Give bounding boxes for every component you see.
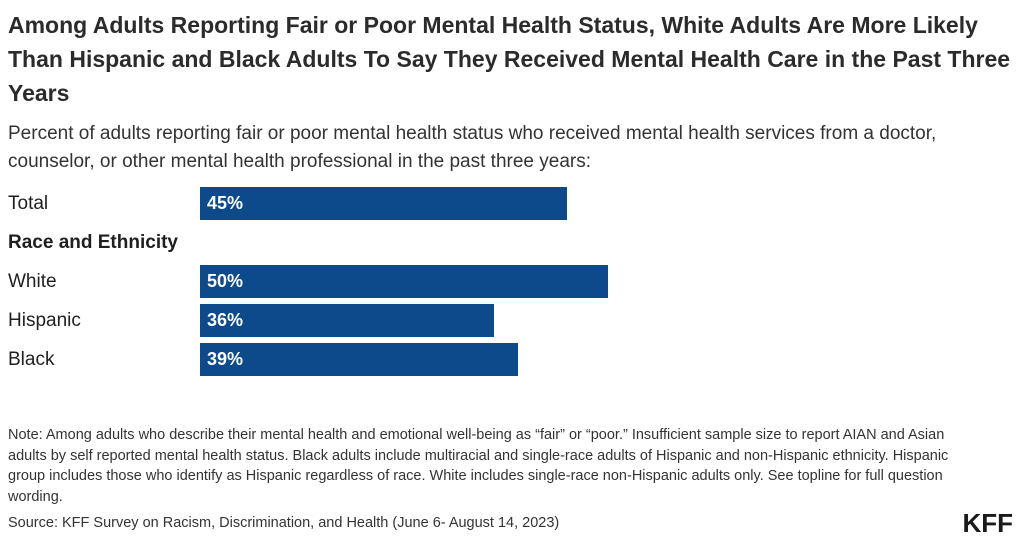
bar: 39% [200,343,519,376]
bar: 50% [200,265,608,298]
chart-title: Among Adults Reporting Fair or Poor Ment… [8,12,1011,106]
category-label: Black [8,349,55,370]
bar-row-total: Total 45% [0,184,1023,223]
chart-subtitle: Percent of adults reporting fair or poor… [8,123,937,172]
bar-row-hispanic: Hispanic 36% [0,301,1023,340]
kff-logo: KFF [962,508,1013,538]
chart-source: Source: KFF Survey on Racism, Discrimina… [8,515,560,531]
bar-row-white: White 50% [0,262,1023,301]
category-label: Total [8,193,49,214]
chart-note: Note: Among adults who describe their me… [8,427,949,505]
bar-row-black: Black 39% [0,340,1023,379]
bar-value-label: 50% [207,271,244,291]
bar-value-label: 45% [207,193,244,213]
bar-value-label: 36% [207,310,244,330]
group-label: Race and Ethnicity [8,232,178,253]
category-label: Hispanic [8,310,81,331]
bar: 36% [200,304,494,337]
bar-value-label: 39% [207,349,244,369]
bar: 45% [200,187,567,220]
category-label: White [8,271,57,292]
